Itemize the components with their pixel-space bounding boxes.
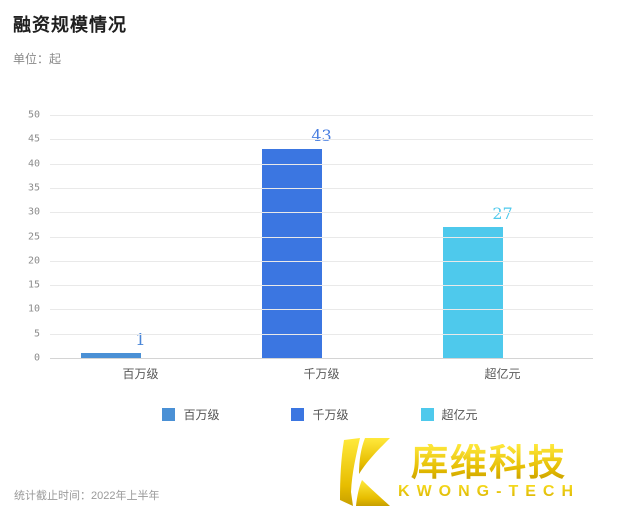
y-axis-tick-label: 45 bbox=[27, 133, 40, 145]
y-axis-tick-label: 25 bbox=[27, 231, 40, 242]
bar-chart-plot-area: 1 43 27 百万级 千万级 超亿元 0 5 10 15 20 25 30 35 40 45 50 bbox=[28, 110, 593, 381]
gridline bbox=[50, 187, 593, 189]
gridline bbox=[50, 309, 593, 311]
gridline bbox=[50, 139, 593, 141]
bar-value-label: 27 bbox=[492, 203, 513, 223]
y-axis-tick-label: 50 bbox=[27, 109, 40, 121]
bar-qianwan bbox=[261, 149, 322, 358]
y-axis-tick-label: 0 bbox=[33, 352, 40, 364]
bar-value-label: 1 bbox=[135, 330, 146, 350]
y-axis-tick-label: 40 bbox=[27, 158, 40, 170]
x-axis-label-baiwan: 百万级 bbox=[122, 367, 159, 381]
data-cutoff-note: 统计截止时间：2022年上半年 bbox=[14, 490, 160, 502]
gridline bbox=[50, 115, 593, 116]
gridline bbox=[50, 333, 593, 335]
gridline bbox=[50, 285, 593, 287]
legend-swatch-icon bbox=[162, 408, 176, 421]
legend-item-qianwan: 千万级 bbox=[291, 406, 349, 423]
bar-chaoyiyuan bbox=[442, 226, 503, 358]
gridline bbox=[50, 163, 593, 165]
y-axis-tick-label: 5 bbox=[33, 328, 40, 340]
y-axis-tick-label: 10 bbox=[27, 303, 40, 315]
logo-name-chinese: 库维科技 bbox=[411, 442, 567, 483]
y-axis-tick-label: 15 bbox=[27, 279, 40, 291]
chart-legend: 百万级 千万级 超亿元 bbox=[0, 406, 640, 423]
x-axis-label-qianwan: 千万级 bbox=[303, 367, 340, 381]
legend-label: 百万级 bbox=[183, 408, 220, 422]
logo-name-english: KWONG-TECH bbox=[398, 483, 580, 500]
gridline bbox=[50, 236, 593, 238]
legend-label: 千万级 bbox=[312, 408, 349, 422]
y-axis-tick-label: 30 bbox=[27, 206, 40, 218]
gridline bbox=[50, 260, 593, 262]
page-title: 融资规模情况 bbox=[13, 15, 127, 35]
gridline bbox=[50, 212, 593, 214]
y-axis-tick-label: 20 bbox=[27, 255, 40, 267]
unit-label: 单位：起 bbox=[13, 52, 62, 66]
k-logo-icon bbox=[340, 438, 391, 506]
legend-swatch-icon bbox=[291, 408, 305, 421]
x-axis-label-chaoyiyuan: 超亿元 bbox=[484, 367, 521, 381]
legend-item-baiwan: 百万级 bbox=[162, 406, 219, 423]
gridline bbox=[50, 358, 593, 359]
legend-swatch-icon bbox=[420, 408, 434, 421]
company-logo: 库维科技 KWONG-TECH bbox=[338, 438, 580, 506]
bar-value-label: 43 bbox=[311, 126, 332, 146]
y-axis-tick-label: 35 bbox=[27, 182, 40, 194]
legend-item-chaoyiyuan: 超亿元 bbox=[420, 406, 478, 423]
bar-baiwan bbox=[80, 353, 141, 358]
legend-label: 超亿元 bbox=[441, 408, 478, 422]
logo-text-block: 库维科技 KWONG-TECH bbox=[398, 444, 580, 500]
